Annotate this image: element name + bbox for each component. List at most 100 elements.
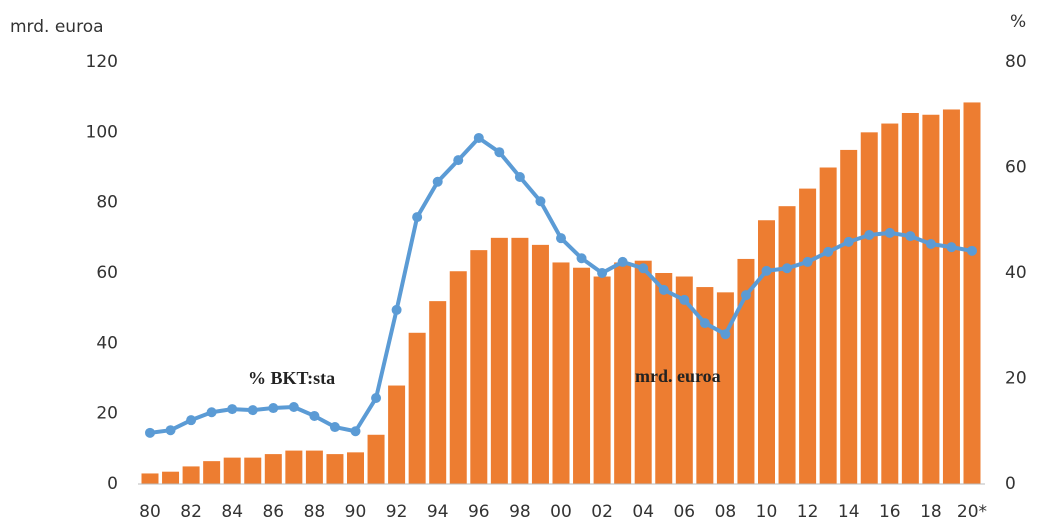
x-tick-label: 20* — [957, 502, 987, 522]
line-marker — [453, 155, 464, 166]
line-marker — [782, 263, 793, 274]
bar — [264, 454, 282, 484]
bar — [655, 273, 673, 484]
line-marker — [740, 290, 751, 301]
x-tick-label: 12 — [797, 502, 819, 522]
bar — [367, 434, 385, 484]
line-marker — [638, 263, 649, 274]
line-marker — [514, 171, 525, 182]
line-marker — [761, 265, 772, 276]
bar — [963, 102, 981, 485]
line-marker — [802, 256, 813, 267]
line-marker — [699, 318, 710, 329]
y-tick-label: 20 — [96, 404, 118, 424]
bar — [922, 114, 940, 484]
bar — [573, 267, 591, 484]
x-tick-label: 14 — [838, 502, 860, 522]
x-tick-label: 08 — [715, 502, 737, 522]
line-marker — [864, 230, 875, 241]
line-marker — [679, 294, 690, 305]
line-marker — [288, 401, 299, 412]
line-marker — [925, 238, 936, 249]
x-tick-label: 10 — [756, 502, 778, 522]
x-tick-label: 96 — [468, 502, 490, 522]
bar — [758, 220, 775, 484]
y-tick-label: 100 — [86, 122, 118, 142]
x-tick-label: 06 — [673, 502, 695, 522]
line-marker — [247, 405, 258, 416]
x-tick-label: 98 — [509, 502, 531, 522]
bar — [449, 271, 467, 484]
bar — [696, 287, 714, 484]
bar — [840, 149, 858, 484]
x-tick-label: 92 — [386, 502, 408, 522]
bar — [511, 237, 529, 484]
line-marker — [391, 304, 402, 315]
line-marker — [535, 196, 546, 207]
x-tick-label: 16 — [879, 502, 901, 522]
line-marker — [165, 425, 176, 436]
line-marker — [617, 256, 628, 267]
y2-tick-label: 20 — [1005, 369, 1027, 389]
line-marker — [268, 403, 279, 414]
line-marker — [576, 253, 587, 264]
line-marker — [946, 242, 957, 253]
line-marker — [371, 393, 382, 404]
bar — [716, 292, 734, 484]
bar — [737, 258, 755, 484]
line-marker — [843, 236, 854, 247]
bar — [552, 262, 570, 484]
bar — [223, 457, 241, 484]
line-marker — [329, 422, 340, 433]
x-tick-label: 90 — [345, 502, 367, 522]
line-marker — [556, 233, 566, 244]
y2-tick-label: 80 — [1005, 52, 1027, 72]
line-marker — [432, 176, 443, 187]
line-marker — [309, 410, 320, 421]
line-marker — [350, 426, 361, 437]
bar — [244, 457, 262, 484]
bar — [675, 276, 693, 484]
line-marker — [412, 212, 423, 223]
x-tick-label: 02 — [591, 502, 613, 522]
x-tick-label: 88 — [304, 502, 326, 522]
bar — [819, 167, 837, 484]
line-marker — [884, 227, 895, 238]
bar — [305, 450, 323, 484]
bar — [593, 276, 611, 484]
bar — [490, 237, 508, 484]
bar — [388, 385, 406, 484]
x-tick-label: 94 — [427, 502, 449, 522]
bar — [285, 450, 303, 484]
line-marker — [905, 231, 916, 242]
bar — [203, 461, 221, 484]
bar — [799, 188, 817, 484]
line-marker — [597, 268, 608, 278]
bar — [860, 132, 878, 485]
annotation: mrd. euroa — [635, 366, 721, 386]
y-axis-label: mrd. euroa — [10, 17, 104, 37]
line-marker — [186, 415, 197, 426]
bar — [881, 123, 899, 485]
x-tick-label: 80 — [139, 502, 161, 522]
bar — [634, 260, 652, 484]
line-marker — [658, 284, 669, 295]
line-marker — [967, 245, 977, 256]
annotation: % BKT:sta — [248, 368, 335, 388]
x-tick-label: 18 — [920, 502, 942, 522]
x-tick-label: 84 — [221, 502, 243, 522]
y2-tick-label: 0 — [1005, 474, 1016, 494]
bar — [778, 206, 796, 484]
line-marker — [473, 132, 484, 143]
y-tick-label: 40 — [96, 333, 118, 353]
x-tick-label: 86 — [262, 502, 284, 522]
line-marker — [145, 427, 155, 438]
y-tick-label: 80 — [96, 193, 118, 213]
x-tick-label: 00 — [550, 502, 572, 522]
bar — [901, 112, 919, 484]
bar — [531, 244, 549, 484]
bar — [141, 473, 159, 484]
bar — [942, 109, 960, 484]
bar — [347, 452, 364, 484]
